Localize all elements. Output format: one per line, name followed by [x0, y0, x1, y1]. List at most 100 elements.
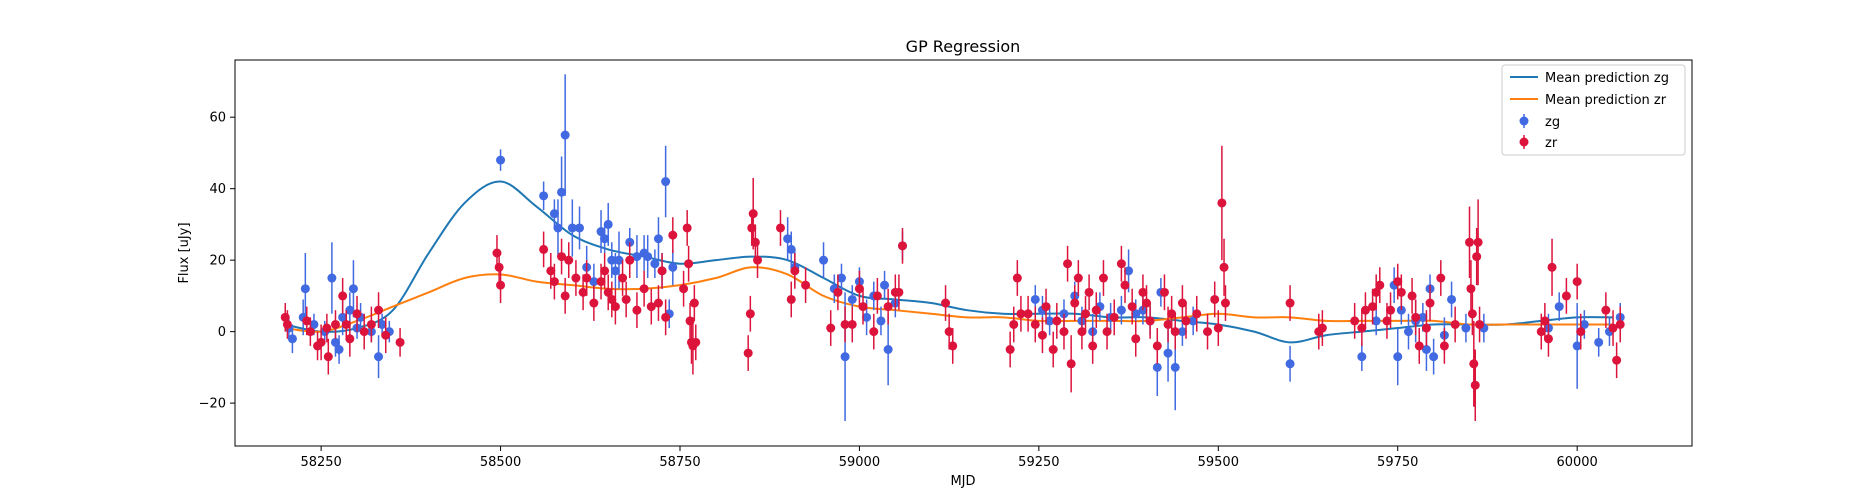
x-tick-label: 59750 [1377, 455, 1418, 470]
data-point-zr [625, 242, 635, 279]
point-marker [1016, 309, 1026, 319]
data-point-zr [894, 274, 904, 311]
data-point-zr [668, 217, 678, 253]
point-marker [330, 319, 340, 329]
y-tick-label: −20 [199, 397, 226, 412]
point-marker [826, 323, 836, 333]
data-point-zr [305, 317, 315, 346]
point-marker [632, 252, 642, 262]
data-point-zg [596, 210, 606, 253]
point-marker [564, 255, 574, 265]
data-point-zr [745, 295, 755, 332]
point-marker [1572, 341, 1582, 351]
data-point-zr [1077, 313, 1087, 350]
point-marker [650, 259, 660, 269]
point-marker [862, 312, 872, 322]
point-marker [1116, 305, 1126, 315]
point-marker [1547, 262, 1557, 272]
point-marker [786, 244, 796, 254]
data-point-zr [1120, 267, 1130, 304]
data-point-zr [1407, 278, 1417, 314]
data-point-zr [571, 260, 581, 296]
data-point-zr [1084, 274, 1094, 311]
point-marker [775, 223, 785, 233]
data-point-zr [684, 245, 694, 282]
point-marker [1030, 319, 1040, 329]
point-marker [1219, 262, 1229, 272]
data-point-zg [300, 253, 310, 325]
data-point-zg [1572, 303, 1582, 389]
x-tick-label: 58750 [659, 455, 700, 470]
point-marker [684, 259, 694, 269]
data-point-zr [610, 288, 620, 325]
point-marker [1414, 341, 1424, 351]
point-marker [1030, 294, 1040, 304]
point-marker [282, 319, 292, 329]
point-marker [1429, 352, 1439, 362]
point-marker [1393, 277, 1403, 287]
data-point-zr [1465, 206, 1475, 279]
point-marker [607, 255, 617, 265]
point-marker [1124, 266, 1134, 276]
point-marker [847, 319, 857, 329]
data-point-zr [1411, 299, 1421, 336]
data-point-zr [1612, 342, 1622, 379]
point-marker [1579, 319, 1589, 329]
data-point-zr [496, 267, 506, 304]
data-point-zr [653, 285, 663, 321]
data-point-zr [494, 249, 504, 286]
data-point-zr [753, 242, 763, 279]
point-marker [1131, 309, 1141, 319]
point-marker [840, 352, 850, 362]
data-point-zr [1561, 278, 1571, 314]
point-marker [334, 345, 344, 354]
point-marker [1536, 327, 1546, 337]
point-marker [575, 223, 585, 233]
data-point-zr [1066, 335, 1076, 393]
point-marker [1466, 284, 1476, 294]
series-zg [284, 74, 1625, 421]
data-point-zg [575, 206, 585, 250]
point-marker [1368, 302, 1378, 312]
point-marker [1109, 312, 1119, 322]
point-marker [1375, 280, 1385, 290]
data-point-zr [1142, 285, 1152, 321]
data-point-zr [1219, 238, 1229, 296]
data-point-zr [801, 267, 811, 304]
data-point-zr [1572, 263, 1582, 300]
point-marker [374, 352, 384, 362]
point-marker [836, 273, 846, 283]
point-marker [1357, 323, 1367, 333]
point-marker [1152, 341, 1162, 351]
data-point-zg [1429, 338, 1439, 375]
point-marker [1177, 298, 1187, 308]
y-axis-label: Flux [uJy] [177, 222, 192, 283]
point-marker [1447, 294, 1457, 304]
data-point-zr [661, 299, 671, 336]
point-marker [1411, 312, 1421, 322]
point-marker [589, 298, 599, 308]
point-marker [1073, 273, 1083, 283]
point-marker [494, 262, 504, 272]
data-point-zg [1447, 281, 1457, 318]
data-point-zr [1439, 328, 1449, 364]
point-marker [786, 294, 796, 304]
data-point-zr [1466, 260, 1476, 318]
point-marker [1091, 305, 1101, 315]
legend-box [1501, 64, 1686, 156]
legend-label-zr: zr [1545, 136, 1558, 151]
x-tick-label: 60000 [1556, 455, 1597, 470]
point-marker [600, 234, 610, 244]
data-point-zr [682, 210, 692, 246]
point-marker [1048, 345, 1058, 354]
point-marker [883, 345, 893, 354]
point-marker [682, 223, 692, 233]
data-point-zg [783, 217, 793, 261]
point-marker [944, 327, 954, 337]
data-point-zr [1547, 238, 1557, 296]
data-point-zr [790, 253, 800, 289]
data-point-zg [661, 145, 671, 218]
point-marker [1023, 309, 1033, 319]
point-marker [1469, 359, 1479, 369]
